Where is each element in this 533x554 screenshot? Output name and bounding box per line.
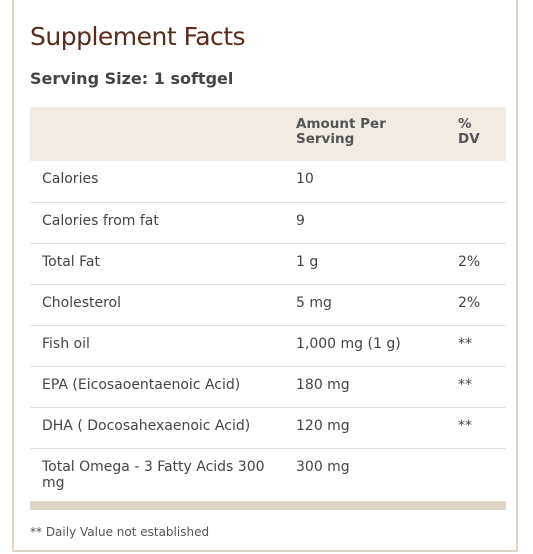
table-row: Total Omega - 3 Fatty Acids 300 mg 300 m… [30, 448, 506, 497]
facts-table: Amount Per Serving % DV Calories 10 Calo… [30, 107, 506, 497]
table-row: Calories from fat 9 [30, 202, 506, 244]
supplement-facts-panel: Supplement Facts Serving Size: 1 softgel… [12, 0, 518, 552]
header-nutrient [30, 107, 284, 161]
page-title: Supplement Facts [30, 22, 246, 51]
nutrient-dv [446, 448, 506, 497]
serving-size: Serving Size: 1 softgel [30, 69, 234, 88]
nutrient-amount: 1,000 mg (1 g) [284, 325, 446, 367]
nutrient-name: Total Omega - 3 Fatty Acids 300 mg [42, 458, 265, 491]
nutrient-dv: 2% [446, 243, 506, 285]
table-row: DHA ( Docosahexaenoic Acid) 120 mg ** [30, 407, 506, 449]
header-amount: Amount Per Serving [284, 107, 446, 161]
nutrient-amount: 10 [284, 161, 446, 203]
nutrient-name: EPA (Eicosaoentaenoic Acid) [30, 366, 284, 408]
table-row: Cholesterol 5 mg 2% [30, 284, 506, 326]
nutrient-amount: 1 g [284, 243, 446, 285]
nutrient-amount: 9 [284, 202, 446, 244]
nutrient-name: Calories from fat [30, 202, 284, 244]
nutrient-name: Cholesterol [30, 284, 284, 326]
table-row: Calories 10 [30, 161, 506, 203]
nutrient-dv: ** [446, 325, 506, 367]
nutrient-amount: 120 mg [284, 407, 446, 449]
nutrient-name: DHA ( Docosahexaenoic Acid) [30, 407, 284, 449]
table-row: Fish oil 1,000 mg (1 g) ** [30, 325, 506, 367]
nutrient-dv [446, 161, 506, 203]
footnote: ** Daily Value not established [30, 525, 210, 539]
nutrient-dv [446, 202, 506, 244]
table-body: Calories 10 Calories from fat 9 Total Fa… [30, 161, 506, 497]
nutrient-name: Fish oil [30, 325, 284, 367]
table-footer-bar [30, 501, 506, 510]
nutrient-dv: 2% [446, 284, 506, 326]
table-row: Total Fat 1 g 2% [30, 243, 506, 285]
nutrient-amount: 300 mg [296, 458, 350, 475]
header-dv: % DV [446, 107, 506, 161]
table-header: Amount Per Serving % DV [30, 107, 506, 161]
nutrient-dv: ** [446, 407, 506, 449]
table-row: EPA (Eicosaoentaenoic Acid) 180 mg ** [30, 366, 506, 408]
nutrient-name: Calories [30, 161, 284, 203]
header-row: Amount Per Serving % DV [30, 107, 506, 161]
nutrient-name: Total Fat [30, 243, 284, 285]
nutrient-amount: 5 mg [284, 284, 446, 326]
nutrient-amount: 180 mg [284, 366, 446, 408]
nutrient-dv: ** [446, 366, 506, 408]
